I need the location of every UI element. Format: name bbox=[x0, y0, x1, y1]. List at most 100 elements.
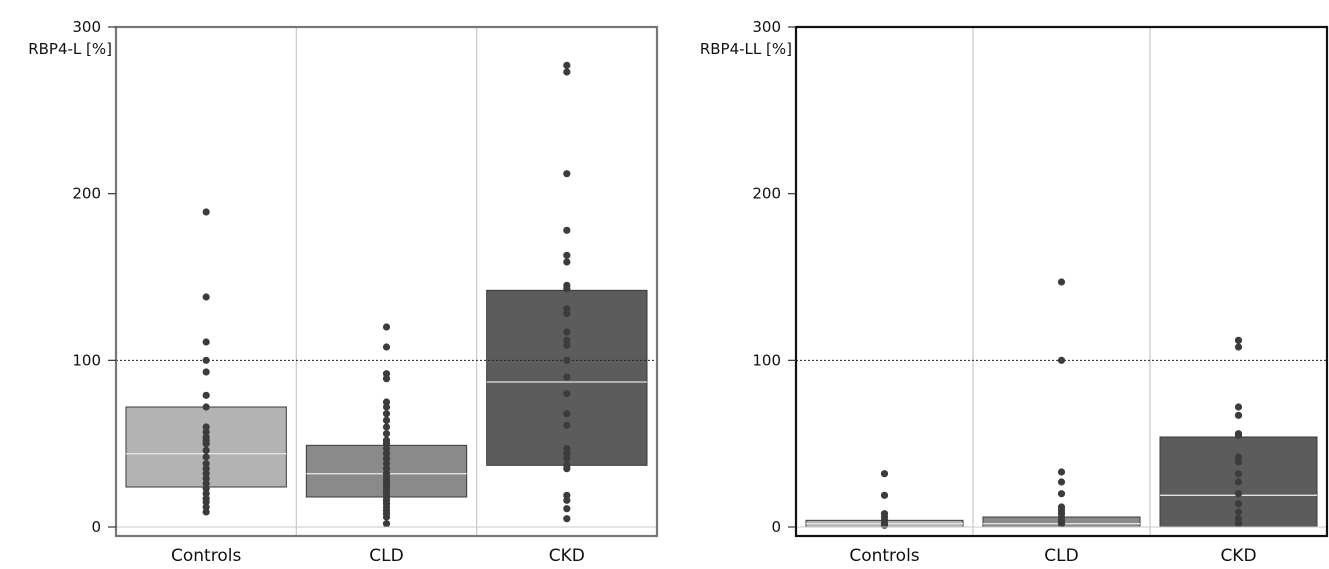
data-point bbox=[563, 170, 571, 178]
data-point bbox=[382, 440, 391, 448]
data-point bbox=[563, 455, 571, 463]
data-point bbox=[563, 61, 571, 69]
data-point bbox=[880, 470, 889, 478]
data-point bbox=[202, 460, 210, 468]
data-point bbox=[563, 410, 571, 418]
data-point bbox=[382, 410, 391, 418]
data-point bbox=[382, 323, 391, 331]
data-point bbox=[1057, 278, 1066, 286]
data-point bbox=[563, 515, 571, 523]
data-point bbox=[202, 391, 210, 399]
data-point bbox=[1234, 478, 1243, 486]
data-point bbox=[1234, 453, 1243, 461]
chart-rbp4-ll: 0 100 200 300 RBP4-LL [%] Controls CLD CKD bbox=[700, 18, 1329, 566]
data-point bbox=[1234, 470, 1243, 478]
data-point bbox=[1234, 411, 1243, 419]
data-point bbox=[202, 446, 210, 454]
data-point bbox=[382, 513, 391, 521]
data-point bbox=[382, 343, 391, 351]
data-point bbox=[563, 390, 571, 398]
data-point bbox=[1057, 490, 1066, 498]
data-point bbox=[202, 498, 210, 506]
data-point bbox=[563, 356, 571, 364]
data-point bbox=[202, 480, 210, 488]
data-point bbox=[1234, 520, 1243, 528]
data-point bbox=[382, 520, 391, 528]
data-point bbox=[202, 423, 210, 431]
y-tick-label: 300 bbox=[752, 18, 781, 36]
x-category-label: CKD bbox=[1220, 546, 1256, 566]
data-point bbox=[202, 470, 210, 478]
y-tick-label: 200 bbox=[752, 185, 781, 203]
plot-frame bbox=[794, 25, 1329, 538]
data-point bbox=[563, 450, 571, 458]
data-point bbox=[202, 368, 210, 376]
data-point bbox=[563, 310, 571, 318]
data-point bbox=[202, 453, 210, 461]
data-point bbox=[382, 455, 391, 463]
data-point bbox=[202, 356, 210, 364]
x-category-label: CKD bbox=[549, 546, 585, 566]
data-point bbox=[202, 465, 210, 473]
y-tick-label: 0 bbox=[771, 518, 781, 536]
data-point bbox=[202, 508, 210, 516]
data-point bbox=[382, 445, 391, 453]
data-point bbox=[563, 421, 571, 429]
x-category-label: CLD bbox=[1044, 546, 1078, 566]
data-point bbox=[1234, 431, 1243, 439]
data-point bbox=[202, 293, 210, 301]
data-point bbox=[563, 465, 571, 473]
data-point bbox=[382, 423, 391, 431]
data-point bbox=[1234, 336, 1243, 344]
data-point bbox=[563, 496, 571, 504]
data-point bbox=[1234, 458, 1243, 466]
data-point bbox=[1234, 490, 1243, 498]
data-point bbox=[1234, 500, 1243, 508]
data-point bbox=[1234, 515, 1243, 523]
data-point bbox=[563, 258, 571, 266]
data-point bbox=[202, 440, 210, 448]
data-point bbox=[1057, 356, 1066, 364]
data-point bbox=[202, 403, 210, 411]
data-point bbox=[563, 445, 571, 453]
data-point bbox=[880, 491, 889, 499]
data-point bbox=[202, 475, 210, 483]
data-point bbox=[563, 226, 571, 234]
y-axis-label: RBP4-L [%] bbox=[28, 40, 112, 58]
data-point bbox=[880, 521, 889, 529]
data-point bbox=[563, 341, 571, 349]
data-point bbox=[382, 416, 391, 424]
data-point bbox=[563, 336, 571, 344]
data-point bbox=[563, 285, 571, 293]
y-axis-label: RBP4-LL [%] bbox=[700, 40, 792, 58]
data-point bbox=[382, 450, 391, 458]
y-tick-label: 100 bbox=[752, 351, 781, 369]
data-point bbox=[563, 373, 571, 381]
data-point bbox=[563, 305, 571, 313]
data-point bbox=[563, 328, 571, 336]
data-point bbox=[382, 465, 391, 473]
x-category-label: CLD bbox=[369, 546, 403, 566]
data-point bbox=[202, 503, 210, 511]
data-point bbox=[382, 375, 391, 383]
data-point bbox=[1057, 468, 1066, 476]
y-tick-label: 200 bbox=[72, 185, 101, 203]
data-point bbox=[563, 68, 571, 76]
data-point bbox=[202, 338, 210, 346]
data-point bbox=[382, 403, 391, 411]
data-point bbox=[382, 430, 391, 438]
data-point bbox=[382, 398, 391, 406]
data-point bbox=[202, 208, 210, 216]
chart-rbp4-l: 0 100 200 300 RBP4-L [%] Controls CLD CKD bbox=[28, 18, 659, 566]
x-category-label: Controls bbox=[171, 546, 241, 566]
data-point bbox=[382, 370, 391, 378]
data-point bbox=[202, 428, 210, 436]
y-tick-label: 300 bbox=[72, 18, 101, 36]
data-point bbox=[382, 460, 391, 468]
data-point bbox=[202, 485, 210, 493]
y-tick-label: 0 bbox=[91, 518, 101, 536]
y-tick-label: 100 bbox=[72, 351, 101, 369]
data-point bbox=[1234, 343, 1243, 351]
data-point bbox=[563, 505, 571, 513]
